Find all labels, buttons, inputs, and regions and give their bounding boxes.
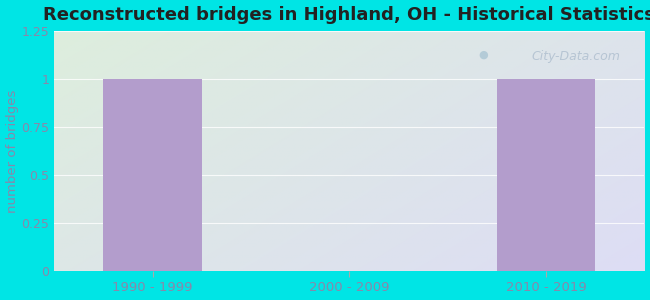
Bar [497,79,595,271]
Title: Reconstructed bridges in Highland, OH - Historical Statistics: Reconstructed bridges in Highland, OH - … [44,6,650,24]
Bar [103,79,202,271]
Text: ●: ● [478,50,488,60]
Text: City-Data.com: City-Data.com [532,50,621,63]
Y-axis label: number of bridges: number of bridges [6,89,19,212]
